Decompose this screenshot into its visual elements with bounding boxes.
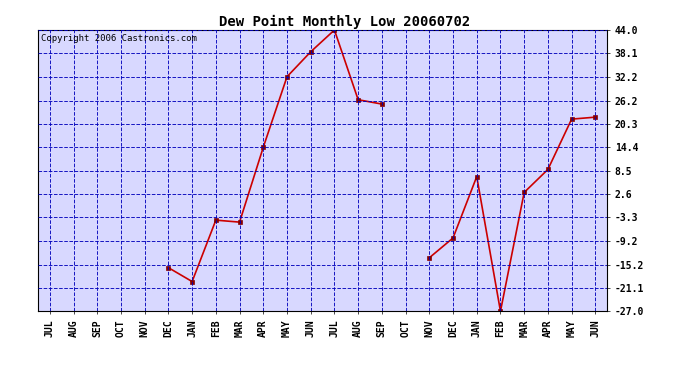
Text: Copyright 2006 Castronics.com: Copyright 2006 Castronics.com: [41, 34, 197, 43]
Text: Dew Point Monthly Low 20060702: Dew Point Monthly Low 20060702: [219, 15, 471, 29]
